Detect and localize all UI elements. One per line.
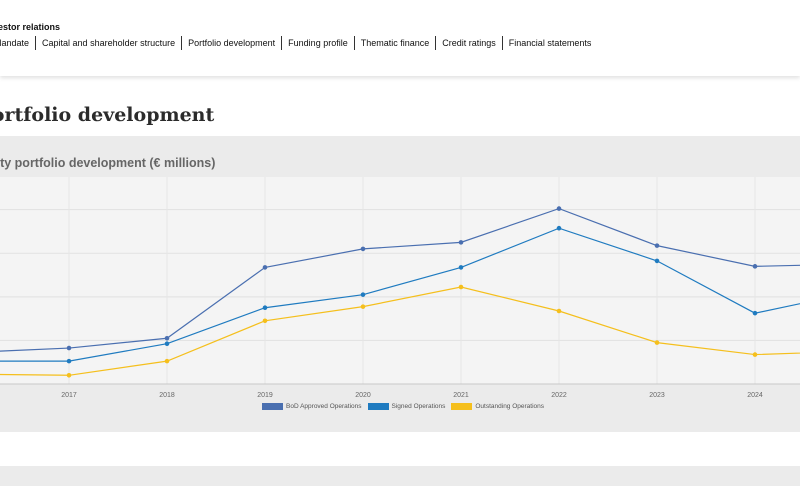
legend-label: BoD Approved Operations xyxy=(286,403,362,410)
data-point xyxy=(458,284,464,290)
data-point xyxy=(262,318,268,324)
x-tick-label: 2018 xyxy=(159,392,175,399)
line-chart: 2017 2018 2019 2020 2021 2022 2023 2024 xyxy=(0,177,800,399)
data-point xyxy=(752,264,758,269)
chart-legend: BoD Approved Operations Signed Operations… xyxy=(262,403,544,410)
nav-link-thematic-finance[interactable]: Thematic finance xyxy=(353,36,436,50)
data-point xyxy=(360,246,366,252)
data-point xyxy=(360,304,366,309)
data-point xyxy=(654,258,660,264)
legend-swatch xyxy=(367,403,389,410)
x-tick-label: 2022 xyxy=(551,392,567,399)
data-point xyxy=(752,352,758,357)
nav-link-credit-ratings[interactable]: Credit ratings xyxy=(435,36,502,50)
data-point xyxy=(360,292,366,297)
series-line-1 xyxy=(0,207,800,352)
legend-label: Signed Operations xyxy=(391,403,446,410)
nav-link-financial-statements[interactable]: Financial statements xyxy=(501,36,598,50)
data-point xyxy=(66,372,72,378)
nav-link-portfolio-development[interactable]: Portfolio development xyxy=(181,36,281,50)
data-point xyxy=(262,265,268,270)
data-point xyxy=(654,340,660,345)
data-point xyxy=(458,265,464,270)
x-tick-label: 2021 xyxy=(453,392,469,399)
data-point xyxy=(556,308,562,314)
series-line-2 xyxy=(0,227,800,362)
data-point xyxy=(66,358,72,364)
nav-link-mandate[interactable]: Mandate xyxy=(0,38,30,48)
data-point xyxy=(654,243,660,248)
data-point xyxy=(66,345,72,351)
legend-item[interactable]: Signed Operations xyxy=(367,403,446,410)
legend-item[interactable]: Outstanding Operations xyxy=(451,403,544,410)
nav-link-capital-structure[interactable]: Capital and shareholder structure xyxy=(35,36,181,50)
data-point xyxy=(262,305,268,311)
plot-area xyxy=(0,177,800,384)
x-tick-label: 2020 xyxy=(355,392,371,399)
series-line-3 xyxy=(0,286,800,376)
legend-swatch xyxy=(262,403,283,410)
x-tick-label: 2019 xyxy=(257,392,273,399)
page-title: Portfolio development xyxy=(0,104,215,126)
data-point xyxy=(556,225,562,231)
data-point xyxy=(556,206,562,211)
top-navigation-bar: Investor relations Mandate Capital and s… xyxy=(0,0,800,76)
x-tick-label: 2023 xyxy=(649,392,665,399)
sub-navigation: Mandate Capital and shareholder structur… xyxy=(0,36,597,50)
next-section-card xyxy=(0,466,800,486)
legend-label: Outstanding Operations xyxy=(475,403,545,410)
nav-link-funding-profile[interactable]: Funding profile xyxy=(281,36,354,50)
x-tick-label: 2024 xyxy=(747,392,763,399)
legend-swatch xyxy=(451,403,473,410)
chart-card: Equity portfolio development (€ millions… xyxy=(0,136,800,432)
data-point xyxy=(164,335,170,341)
data-point xyxy=(164,358,170,364)
chart-title: Equity portfolio development (€ millions… xyxy=(0,156,216,170)
legend-item[interactable]: BoD Approved Operations xyxy=(262,403,362,410)
section-title: Investor relations xyxy=(0,22,61,32)
data-point xyxy=(458,240,464,245)
x-tick-label: 2017 xyxy=(61,392,77,399)
data-point xyxy=(752,310,758,316)
data-point xyxy=(164,341,170,346)
